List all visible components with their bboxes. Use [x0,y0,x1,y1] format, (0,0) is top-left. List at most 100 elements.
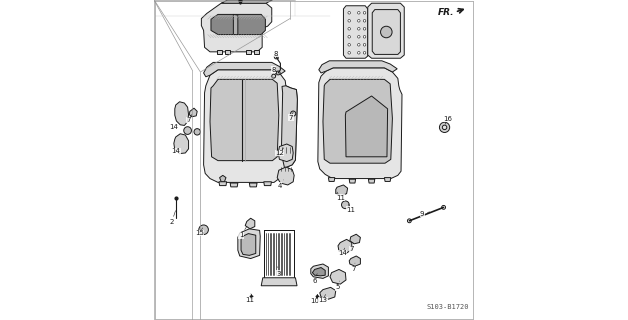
Circle shape [408,219,411,223]
Polygon shape [349,256,360,266]
Polygon shape [384,178,391,181]
Polygon shape [221,0,273,3]
Text: 14: 14 [171,148,180,154]
Text: 4: 4 [277,180,284,188]
Circle shape [363,36,366,38]
Circle shape [348,12,350,14]
Polygon shape [277,167,294,185]
Polygon shape [234,14,238,35]
Polygon shape [344,6,368,58]
Text: 5: 5 [335,281,340,290]
Polygon shape [278,144,293,162]
Circle shape [357,52,360,54]
Polygon shape [230,183,238,187]
Polygon shape [369,179,375,183]
Circle shape [276,71,280,75]
Polygon shape [261,278,297,286]
Circle shape [363,12,366,14]
Circle shape [194,129,200,135]
Circle shape [184,127,192,134]
Text: 7: 7 [350,243,354,252]
Polygon shape [241,234,256,255]
Circle shape [442,125,447,130]
Text: 7: 7 [352,263,356,272]
Polygon shape [320,287,336,299]
Polygon shape [217,50,222,54]
Circle shape [348,28,350,30]
Circle shape [357,44,360,46]
Text: 1: 1 [239,226,247,238]
Polygon shape [328,178,335,181]
Text: 7: 7 [187,115,192,123]
Polygon shape [174,134,188,154]
Polygon shape [202,3,272,52]
Polygon shape [210,79,279,161]
Circle shape [274,55,278,59]
Polygon shape [323,79,392,163]
Polygon shape [372,10,401,54]
Text: 14: 14 [170,124,178,130]
Text: 7: 7 [289,112,293,121]
Circle shape [357,20,360,22]
Circle shape [342,201,349,209]
Text: 11: 11 [245,294,254,303]
Circle shape [348,44,350,46]
Text: 8: 8 [274,51,279,59]
Text: 2: 2 [170,211,175,225]
Circle shape [348,52,350,54]
Polygon shape [349,179,355,183]
Text: S103-B1720: S103-B1720 [426,304,469,309]
Text: 10: 10 [310,295,319,304]
Polygon shape [338,239,352,253]
Text: 6: 6 [312,274,317,284]
Polygon shape [311,264,328,278]
Polygon shape [246,50,251,54]
Polygon shape [368,3,404,58]
Circle shape [348,36,350,38]
Bar [264,230,294,278]
Polygon shape [238,229,260,259]
Circle shape [381,26,392,38]
Circle shape [357,28,360,30]
Polygon shape [249,183,257,187]
Text: FR.: FR. [438,8,454,17]
Text: 8: 8 [271,67,276,75]
Polygon shape [336,185,348,196]
Polygon shape [264,230,294,278]
Text: 16: 16 [443,116,452,124]
Polygon shape [225,50,230,54]
Circle shape [357,12,360,14]
Polygon shape [220,175,226,182]
Polygon shape [350,234,360,244]
Text: 9: 9 [420,211,430,217]
Polygon shape [189,108,197,117]
Text: 11: 11 [336,192,345,201]
Circle shape [357,36,360,38]
Circle shape [440,122,450,132]
Circle shape [363,52,366,54]
Polygon shape [319,61,397,73]
Polygon shape [219,182,227,186]
Circle shape [348,20,350,22]
Polygon shape [175,102,188,125]
Polygon shape [203,70,298,182]
Polygon shape [330,269,346,284]
Text: 11: 11 [346,204,355,212]
Polygon shape [245,218,255,229]
Polygon shape [345,96,387,157]
Polygon shape [203,62,285,77]
Text: 3: 3 [276,267,281,276]
Text: 14: 14 [338,248,347,256]
Circle shape [363,44,366,46]
Circle shape [363,20,366,22]
Text: 15: 15 [195,228,204,236]
Polygon shape [281,86,298,168]
Polygon shape [312,268,325,276]
Circle shape [272,74,276,78]
Polygon shape [211,14,266,35]
Circle shape [441,205,445,209]
Text: 13: 13 [318,294,327,303]
Polygon shape [318,68,402,179]
Circle shape [363,28,366,30]
Circle shape [199,225,208,235]
